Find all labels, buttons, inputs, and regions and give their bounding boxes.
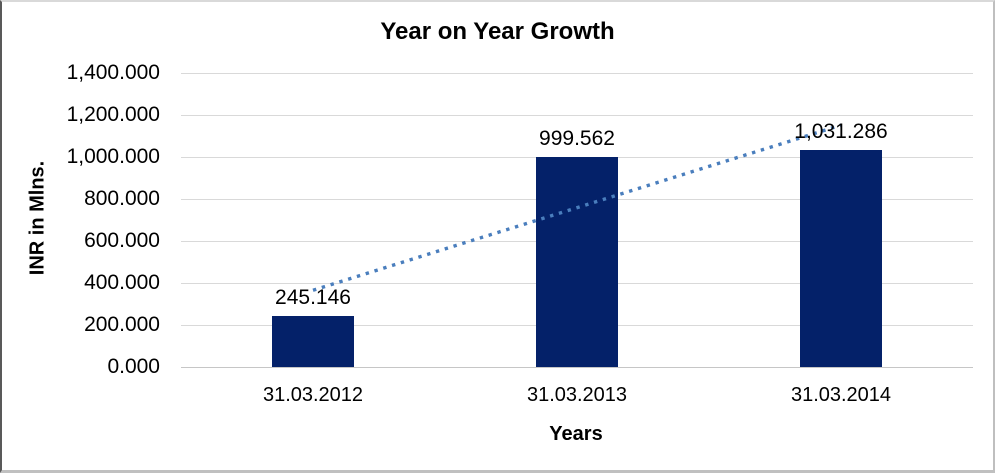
x-tick-label: 31.03.2014 [790, 384, 892, 406]
x-axis-title: Years [549, 423, 603, 445]
x-tick-label: 31.03.2013 [526, 384, 628, 406]
bar [800, 150, 882, 367]
gridline [181, 73, 973, 74]
chart-title: Year on Year Growth [380, 18, 615, 45]
x-tick-label: 31.03.2012 [262, 384, 364, 406]
bar [272, 315, 354, 367]
bar-value-label: 999.562 [539, 127, 615, 151]
y-tick-label: 1,200.000 [66, 103, 160, 126]
trendline-path [312, 123, 842, 292]
bar-value-label: 1,031.286 [794, 120, 888, 144]
bar-value-label: 245.146 [275, 285, 351, 309]
y-tick-label: 0.000 [107, 355, 160, 378]
y-tick-label: 600.000 [84, 229, 160, 252]
bar [536, 157, 618, 367]
y-tick-label: 400.000 [84, 271, 160, 294]
y-tick-label: 200.000 [84, 313, 160, 336]
x-axis-line [181, 367, 973, 368]
y-tick-label: 1,400.000 [66, 61, 160, 84]
gridline [181, 115, 973, 116]
y-tick-label: 800.000 [84, 187, 160, 210]
y-tick-label: 1,000.000 [66, 145, 160, 168]
